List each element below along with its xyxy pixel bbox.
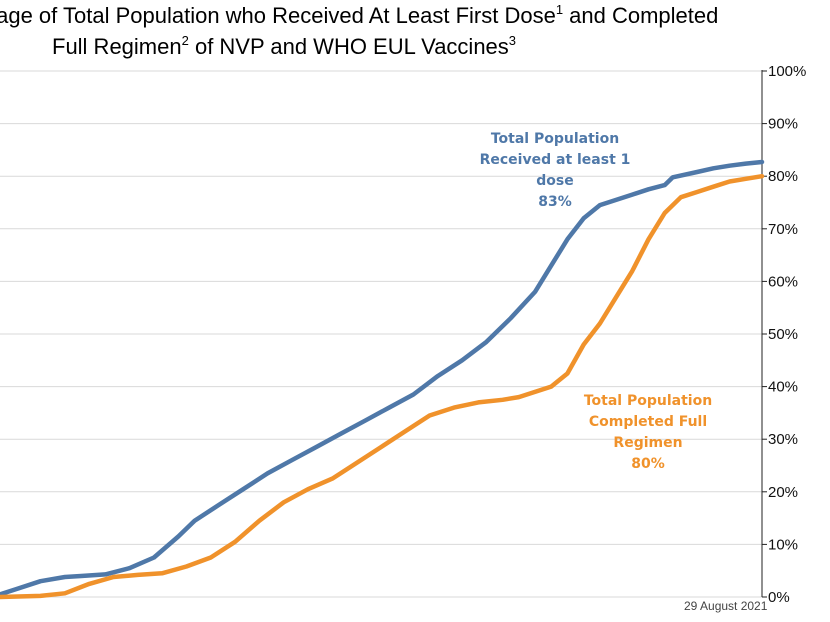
grid-lines: [0, 70, 762, 598]
y-tick-label: 40%: [768, 379, 798, 396]
y-tick-label: 100%: [768, 63, 806, 80]
series-line-full-regimen: [0, 173, 765, 600]
y-tick-label: 30%: [768, 431, 798, 448]
series-lines: [0, 159, 765, 600]
annotation-first-dose: Total Population Received at least 1 dose 8…: [480, 131, 631, 210]
series-annotations: Total Population Received at least 1 dose 8…: [480, 131, 713, 472]
y-tick-label: 50%: [768, 326, 798, 343]
y-tick-label: 10%: [768, 536, 798, 553]
y-tick-label: 20%: [768, 484, 798, 501]
y-tick-label: 0%: [768, 589, 790, 606]
chart-title-line-1: tage of Total Population who Received At…: [0, 2, 719, 28]
y-tick-label: 70%: [768, 221, 798, 238]
y-tick-label: 90%: [768, 116, 798, 133]
y-tick-label: 60%: [768, 273, 798, 290]
chart-title-line-2: Full Regimen2 of NVP and WHO EUL Vaccine…: [52, 33, 517, 59]
date-note: 29 August 2021: [684, 599, 768, 613]
y-tick-label: 80%: [768, 168, 798, 185]
series-line-first-dose: [0, 159, 765, 597]
y-axis-ticks: 0% 10% 20% 30% 40% 50% 60% 70% 80% 90% 100%: [762, 63, 806, 606]
annotation-full-regimen: Total Population Completed Full Regimen 80%: [584, 393, 712, 472]
